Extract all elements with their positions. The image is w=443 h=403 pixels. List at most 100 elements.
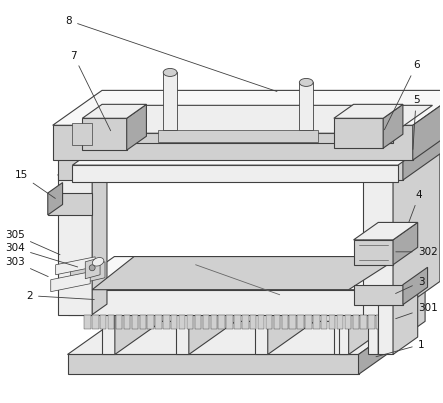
Polygon shape — [58, 165, 107, 175]
Polygon shape — [321, 315, 327, 328]
Polygon shape — [376, 315, 383, 328]
Polygon shape — [393, 222, 418, 265]
Polygon shape — [82, 104, 147, 118]
Polygon shape — [218, 315, 225, 328]
Polygon shape — [363, 142, 440, 175]
Polygon shape — [73, 137, 437, 165]
Polygon shape — [163, 73, 177, 130]
Text: 6: 6 — [385, 60, 420, 130]
Polygon shape — [116, 315, 122, 328]
Polygon shape — [250, 315, 256, 328]
Polygon shape — [155, 315, 162, 328]
Polygon shape — [383, 104, 403, 148]
Text: 4: 4 — [409, 190, 422, 222]
Polygon shape — [115, 276, 162, 355]
Polygon shape — [226, 315, 233, 328]
Polygon shape — [242, 315, 249, 328]
Polygon shape — [140, 315, 146, 328]
Text: 8: 8 — [66, 16, 277, 91]
Polygon shape — [393, 142, 440, 315]
Polygon shape — [84, 315, 91, 328]
Text: 1: 1 — [376, 339, 424, 357]
Polygon shape — [82, 133, 393, 143]
Text: 7: 7 — [70, 50, 111, 131]
Polygon shape — [345, 315, 351, 328]
Polygon shape — [358, 321, 405, 374]
Text: 2: 2 — [27, 291, 94, 301]
Polygon shape — [334, 104, 403, 118]
Polygon shape — [274, 315, 280, 328]
Polygon shape — [403, 267, 427, 305]
Polygon shape — [67, 321, 405, 355]
Polygon shape — [329, 315, 335, 328]
Polygon shape — [369, 310, 378, 355]
Polygon shape — [297, 315, 304, 328]
Polygon shape — [92, 257, 400, 290]
Polygon shape — [195, 315, 201, 328]
Polygon shape — [354, 285, 403, 305]
Polygon shape — [51, 272, 90, 292]
Circle shape — [89, 265, 95, 271]
Polygon shape — [305, 315, 312, 328]
Text: 15: 15 — [15, 170, 55, 198]
Polygon shape — [67, 355, 358, 374]
Polygon shape — [92, 165, 107, 315]
Text: 303: 303 — [5, 257, 48, 276]
Text: 5: 5 — [413, 96, 420, 150]
Polygon shape — [334, 310, 347, 355]
Polygon shape — [82, 105, 432, 133]
Polygon shape — [354, 240, 393, 265]
Polygon shape — [171, 315, 178, 328]
Polygon shape — [73, 165, 398, 182]
Text: 304: 304 — [5, 243, 78, 267]
Polygon shape — [258, 315, 264, 328]
Polygon shape — [353, 315, 359, 328]
Polygon shape — [53, 90, 443, 125]
Polygon shape — [369, 315, 375, 328]
Polygon shape — [73, 123, 92, 145]
Polygon shape — [189, 276, 236, 355]
Polygon shape — [179, 315, 185, 328]
Polygon shape — [56, 257, 95, 275]
Polygon shape — [363, 175, 393, 315]
Polygon shape — [70, 262, 105, 286]
Polygon shape — [67, 290, 373, 315]
Polygon shape — [378, 276, 425, 355]
Text: 301: 301 — [396, 303, 437, 319]
Polygon shape — [234, 315, 241, 328]
Ellipse shape — [299, 79, 313, 86]
Polygon shape — [289, 315, 296, 328]
Polygon shape — [148, 315, 154, 328]
Polygon shape — [210, 315, 217, 328]
Polygon shape — [266, 315, 272, 328]
Ellipse shape — [93, 258, 104, 266]
Polygon shape — [354, 222, 418, 240]
Ellipse shape — [163, 69, 177, 77]
Polygon shape — [393, 287, 418, 355]
Polygon shape — [163, 315, 170, 328]
Polygon shape — [53, 125, 413, 160]
Polygon shape — [282, 315, 288, 328]
Polygon shape — [85, 258, 100, 279]
Polygon shape — [92, 315, 99, 328]
Polygon shape — [299, 82, 313, 130]
Polygon shape — [373, 257, 420, 315]
Polygon shape — [67, 257, 420, 290]
Polygon shape — [313, 315, 319, 328]
Polygon shape — [403, 122, 443, 180]
Polygon shape — [127, 104, 147, 150]
Polygon shape — [132, 315, 138, 328]
Polygon shape — [58, 122, 443, 155]
Polygon shape — [176, 310, 189, 355]
Polygon shape — [108, 315, 114, 328]
Polygon shape — [58, 175, 92, 315]
Polygon shape — [158, 130, 318, 142]
Polygon shape — [102, 310, 115, 355]
Polygon shape — [48, 193, 92, 215]
Polygon shape — [337, 315, 343, 328]
Polygon shape — [255, 310, 268, 355]
Polygon shape — [124, 315, 130, 328]
Polygon shape — [268, 276, 315, 355]
Text: 3: 3 — [396, 277, 424, 293]
Polygon shape — [202, 315, 209, 328]
